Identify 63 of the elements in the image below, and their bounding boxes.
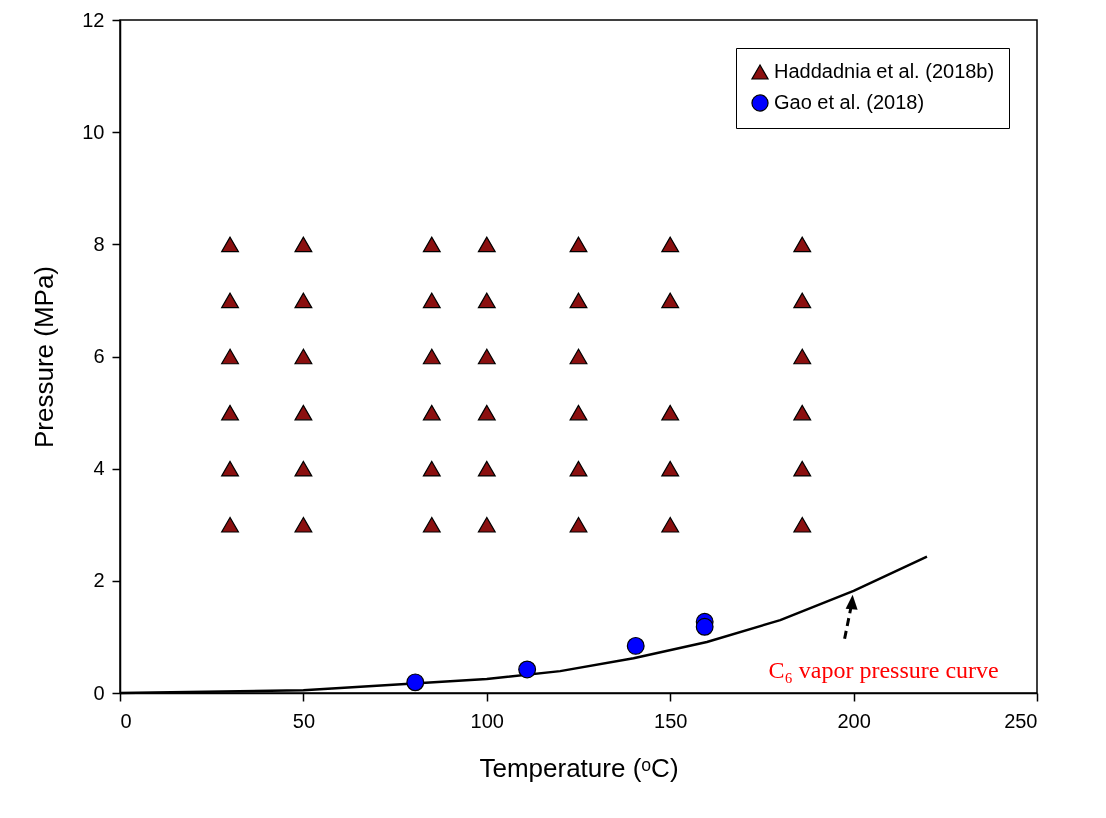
point	[477, 404, 496, 421]
point	[793, 404, 812, 421]
point	[406, 673, 425, 692]
point	[569, 292, 588, 309]
point	[661, 460, 680, 477]
legend-label: Haddadnia et al. (2018b)	[774, 60, 995, 82]
point	[422, 292, 441, 309]
x-tick-label: 250	[1004, 709, 1038, 732]
y-tick-label: 8	[93, 232, 105, 255]
point	[221, 460, 240, 477]
point	[793, 460, 812, 477]
y-tick-label: 4	[93, 457, 105, 480]
y-tick-label: 2	[93, 569, 105, 592]
x-axis-title: Temperature (ᵒC)	[479, 752, 679, 783]
y-tick-label: 12	[82, 8, 105, 31]
point	[569, 516, 588, 533]
point	[793, 348, 812, 365]
point	[294, 348, 313, 365]
y-tick-label: 10	[82, 120, 105, 143]
point	[422, 348, 441, 365]
point	[477, 516, 496, 533]
point	[422, 404, 441, 421]
point	[477, 292, 496, 309]
point	[793, 236, 812, 253]
x-tick-label: 0	[120, 709, 132, 732]
x-tick-label: 200	[837, 709, 871, 732]
annotation: C₆ vapor pressure curve	[768, 656, 999, 683]
point	[294, 236, 313, 253]
point	[661, 236, 680, 253]
point	[661, 292, 680, 309]
point	[294, 404, 313, 421]
y-axis-title: Pressure (MPa)	[29, 265, 60, 449]
y-tick-label: 6	[93, 345, 105, 367]
point	[695, 617, 714, 636]
point	[518, 660, 537, 679]
point	[661, 404, 680, 421]
x-tick-label: 50	[292, 709, 316, 732]
point	[569, 460, 588, 477]
point	[221, 292, 240, 309]
point	[294, 460, 313, 477]
point	[569, 404, 588, 421]
point	[793, 292, 812, 309]
point	[294, 516, 313, 533]
point	[793, 516, 812, 533]
point	[221, 404, 240, 421]
point	[221, 236, 240, 253]
x-tick-label: 100	[470, 709, 504, 732]
point	[422, 516, 441, 533]
point	[569, 348, 588, 365]
y-tick-label: 0	[93, 681, 105, 704]
point	[477, 348, 496, 365]
point	[626, 636, 645, 655]
point	[477, 460, 496, 477]
point	[221, 516, 240, 533]
point	[477, 236, 496, 253]
point	[422, 236, 441, 253]
x-tick-label: 150	[654, 709, 688, 732]
point	[221, 348, 240, 365]
point	[294, 292, 313, 309]
legend-label: Gao et al. (2018)	[774, 91, 925, 113]
point	[569, 236, 588, 253]
point	[422, 460, 441, 477]
point	[661, 516, 680, 533]
